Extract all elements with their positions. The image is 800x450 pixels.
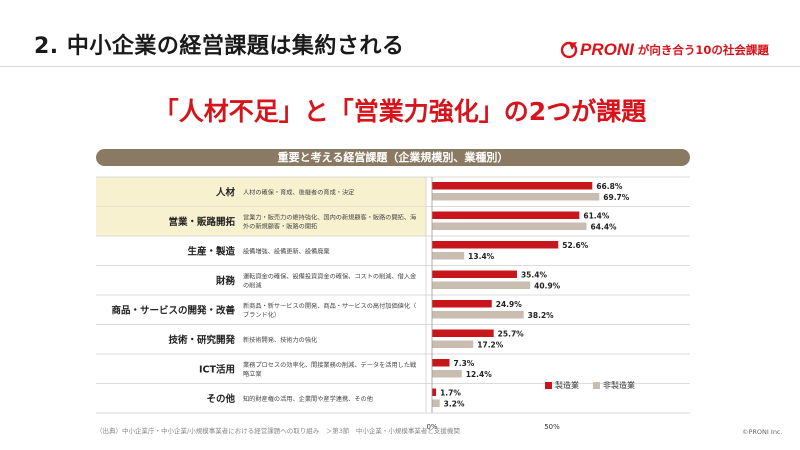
category-description: 営業力・販売力の維持強化、国内の新規顧客・販路の開拓、海 bbox=[243, 213, 416, 221]
data-bar bbox=[432, 241, 559, 249]
data-bar bbox=[432, 222, 587, 230]
data-label: 61.4% bbox=[583, 212, 610, 221]
data-bar bbox=[432, 359, 450, 367]
data-bar bbox=[432, 182, 593, 190]
headline: 「人材不足」と「営業力強化」の2つが課題 bbox=[153, 97, 647, 126]
category-description: 業務プロセスの効率化、間接業務の削減、データを活用した戦 bbox=[243, 361, 417, 369]
chart-title: 重要と考える経営課題（企業規模別、業種別） bbox=[96, 149, 690, 166]
data-bar bbox=[432, 211, 580, 219]
category-label: 財務 bbox=[215, 275, 236, 287]
category-label: ICT活用 bbox=[199, 363, 235, 375]
data-bar bbox=[432, 340, 474, 348]
x-tick-label: 50% bbox=[544, 423, 560, 431]
category-description: 新技術開発、技術力の強化 bbox=[243, 336, 317, 344]
data-bar bbox=[432, 329, 494, 337]
data-label: 1.7% bbox=[440, 389, 461, 398]
legend-swatch-manufacturing bbox=[545, 382, 552, 389]
data-bar bbox=[432, 370, 462, 378]
data-label: 40.9% bbox=[534, 282, 561, 291]
data-label: 25.7% bbox=[498, 330, 525, 339]
copyright: ©PRONI Inc. bbox=[742, 428, 783, 436]
slide-title: 2. 中小企業の経営課題は集約される bbox=[34, 34, 405, 59]
chart-legend: 製造業 非製造業 bbox=[545, 380, 649, 391]
category-description: 新商品・新サービスの開発、商品・サービスの高付加価値化（ bbox=[243, 302, 416, 310]
data-label: 17.2% bbox=[477, 341, 504, 350]
data-bar bbox=[432, 193, 600, 201]
data-label: 7.3% bbox=[454, 359, 475, 368]
data-bar bbox=[432, 252, 465, 260]
data-label: 66.8% bbox=[596, 182, 623, 191]
data-label: 3.2% bbox=[444, 400, 465, 409]
data-bar bbox=[432, 311, 524, 319]
category-description: 知的財産権の活用、企業間や産学連携、その他 bbox=[243, 395, 373, 403]
legend-label-manufacturing: 製造業 bbox=[555, 381, 579, 390]
data-label: 64.4% bbox=[591, 223, 618, 232]
category-label: その他 bbox=[206, 393, 235, 405]
category-label: 生産・製造 bbox=[187, 245, 235, 257]
data-bar bbox=[432, 270, 517, 278]
category-label: 人材 bbox=[216, 186, 236, 198]
data-bar bbox=[432, 300, 492, 308]
x-tick-label: 0% bbox=[426, 423, 437, 431]
brand-name: PRONI bbox=[580, 40, 634, 59]
data-label: 12.4% bbox=[466, 370, 493, 379]
category-description: ブランド化） bbox=[243, 311, 280, 319]
legend-label-non-manufacturing: 非製造業 bbox=[603, 381, 635, 390]
brand-tagline: が向き合う10の社会課題 bbox=[637, 43, 769, 57]
category-description: の削減 bbox=[243, 281, 262, 289]
proni-mark-icon bbox=[560, 41, 578, 59]
source-note: （出典）中小企業庁・中小企業/小規模事業者における経営課題への取り組み ＞第3節… bbox=[96, 427, 460, 435]
category-label: 技術・研究開発 bbox=[168, 334, 235, 346]
data-label: 69.7% bbox=[603, 193, 630, 202]
highlight-row-bg bbox=[96, 177, 426, 207]
data-label: 13.4% bbox=[468, 252, 495, 261]
category-description: 設備増強、設備更新、設備廃棄 bbox=[243, 247, 330, 255]
data-label: 52.6% bbox=[562, 241, 589, 250]
data-label: 35.4% bbox=[521, 271, 548, 280]
category-description: 人材の確保・育成、後継者の育成・決定 bbox=[243, 188, 354, 196]
category-label: 営業・販路開拓 bbox=[168, 216, 235, 228]
category-description: 外の新規顧客・販路の開拓 bbox=[243, 222, 317, 230]
highlight-row-bg bbox=[96, 206, 426, 236]
brand-logo: PRONI が向き合う10の社会課題 bbox=[560, 40, 769, 60]
data-bar bbox=[432, 399, 440, 407]
data-label: 24.9% bbox=[496, 300, 523, 309]
data-bar bbox=[432, 281, 531, 289]
legend-swatch-non-manufacturing bbox=[593, 382, 600, 389]
category-label: 商品・サービスの開発・改善 bbox=[111, 304, 235, 316]
header-divider bbox=[0, 66, 800, 67]
category-description: 略立案 bbox=[243, 370, 262, 378]
data-bar bbox=[432, 388, 437, 396]
data-label: 38.2% bbox=[528, 311, 555, 320]
slide-header: 2. 中小企業の経営課題は集約される PRONI が向き合う10の社会課題 bbox=[0, 0, 800, 78]
category-description: 運転資金の確保、設備投資資金の確保、コストの削減、借入金 bbox=[243, 272, 417, 280]
